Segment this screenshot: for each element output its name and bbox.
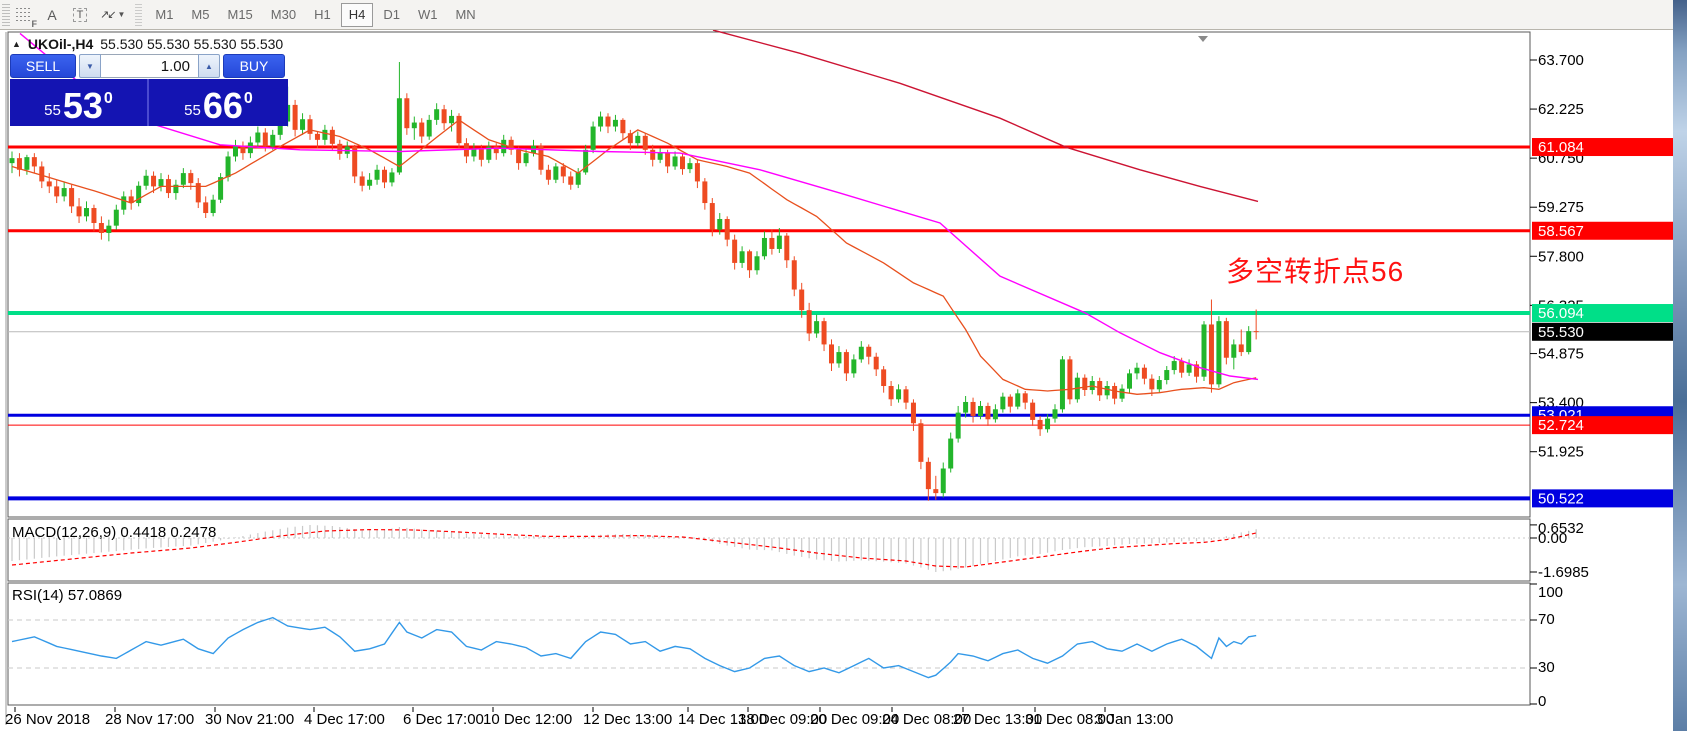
sell-price-display[interactable]: 55 53 0 xyxy=(10,79,149,126)
timeframe-h4[interactable]: H4 xyxy=(340,2,374,27)
toolbar: F A T ↗↙ ▼ M1 M5 M15 M30 H1 H4 D1 W1 MN xyxy=(0,0,1687,30)
rsi-scale-label: 30 xyxy=(1538,659,1555,676)
macd-scale-label: 0.00 xyxy=(1538,530,1567,547)
level-price-label: 58.567 xyxy=(1538,223,1584,240)
buy-price-pip: 0 xyxy=(243,90,253,107)
arrows-tool-button[interactable]: ↗↙ ▼ xyxy=(95,3,130,27)
rsi-scale-label: 100 xyxy=(1538,584,1563,601)
price-tick-label: 54.875 xyxy=(1538,346,1584,363)
axis-price-boxes: 61.08458.56756.09453.02152.72450.52255.5… xyxy=(1532,138,1674,508)
timeframe-group: M1 M5 M15 M30 H1 H4 D1 W1 MN xyxy=(146,2,484,27)
one-click-trading-panel: SELL ▼ ▲ BUY 55 53 0 55 66 0 xyxy=(10,54,290,126)
fibonacci-icon-letter: F xyxy=(31,18,38,29)
text-label-tool-button[interactable]: T xyxy=(67,3,93,27)
candles-layer xyxy=(9,61,1259,501)
ohlc-quotes-label: 55.530 55.530 55.530 55.530 xyxy=(100,36,284,52)
volume-increase-button[interactable]: ▲ xyxy=(198,54,220,78)
date-tick-label: 4 Dec 17:00 xyxy=(304,711,385,728)
macd-scale-label: 0.6532 xyxy=(1538,520,1584,537)
timeframe-d1[interactable]: D1 xyxy=(383,7,400,22)
buy-price-prefix: 55 xyxy=(184,102,201,119)
date-tick-label: 10 Dec 12:00 xyxy=(483,711,572,728)
date-tick-label: 3 Jan 13:00 xyxy=(1095,711,1173,728)
chart-text-annotation: 多空转折点56 xyxy=(1226,256,1405,287)
text-label-icon: T xyxy=(72,7,88,22)
price-tick-label: 62.225 xyxy=(1538,101,1584,118)
level-price-label: 56.094 xyxy=(1538,305,1584,322)
collapse-triangle-icon[interactable]: ▲ xyxy=(12,39,21,49)
price-tick-label: 57.800 xyxy=(1538,248,1584,265)
buy-price-main: 66 xyxy=(202,84,243,126)
ma-fast-line xyxy=(11,119,1257,395)
rsi-scale-label: 70 xyxy=(1538,611,1555,628)
ma-slow-line xyxy=(19,32,1259,381)
rsi-line xyxy=(11,616,1257,679)
price-axis: 63.70062.22560.75059.27557.80056.32554.8… xyxy=(1530,52,1584,461)
ma-long-line xyxy=(712,29,1259,203)
triangle-down-icon: ▼ xyxy=(86,61,94,71)
buy-price-display[interactable]: 55 66 0 xyxy=(149,79,288,126)
timeframe-m5[interactable]: M5 xyxy=(191,7,210,22)
rsi-pane: RSI(14) 57.0869 100 70 30 0 xyxy=(8,583,1563,710)
rsi-scale-label: 0 xyxy=(1538,693,1546,710)
date-tick-label: 6 Dec 17:00 xyxy=(403,711,484,728)
date-tick-label: 20 Dec 09:00 xyxy=(810,711,899,728)
timeframe-mn[interactable]: MN xyxy=(455,7,476,22)
date-tick-label: 31 Dec 08:00 xyxy=(1025,711,1114,728)
text-tool-button[interactable]: A xyxy=(39,3,65,27)
date-tick-label: 27 Dec 13:00 xyxy=(953,711,1042,728)
current-price-label: 55.530 xyxy=(1538,324,1584,341)
sell-button[interactable]: SELL xyxy=(10,54,76,78)
text-tool-icon: A xyxy=(47,6,57,23)
triangle-up-icon: ▲ xyxy=(205,61,213,71)
macd-label: MACD(12,26,9) 0.4418 0.2478 xyxy=(12,524,216,541)
timeframe-m15[interactable]: M15 xyxy=(227,7,253,22)
fibonacci-icon xyxy=(16,7,32,22)
rsi-label: RSI(14) 57.0869 xyxy=(12,587,122,604)
toolbar-grip[interactable] xyxy=(2,3,10,26)
date-axis: 26 Nov 2018 28 Nov 17:00 30 Nov 21:00 4 Dec… xyxy=(5,707,1173,728)
timeframe-w1[interactable]: W1 xyxy=(417,7,438,22)
timeframe-m30[interactable]: M30 xyxy=(270,7,297,22)
pane-frames xyxy=(5,31,1531,725)
volume-input[interactable] xyxy=(101,54,198,78)
fibonacci-tool-button[interactable]: F xyxy=(11,3,38,29)
date-tick-label: 26 Nov 2018 xyxy=(5,711,90,728)
price-tick-label: 59.275 xyxy=(1538,199,1584,216)
toolbar-separator xyxy=(135,3,143,26)
date-tick-label: 28 Nov 17:00 xyxy=(105,711,194,728)
arrows-icon: ↗↙ xyxy=(100,9,117,21)
window-edge xyxy=(1673,0,1687,731)
chevron-down-icon: ▼ xyxy=(117,10,126,19)
timeframe-h1[interactable]: H1 xyxy=(314,7,331,22)
sell-price-main: 53 xyxy=(62,84,103,126)
date-tick-label: 24 Dec 08:00 xyxy=(882,711,971,728)
chart-shift-marker[interactable] xyxy=(1198,36,1208,42)
volume-decrease-button[interactable]: ▼ xyxy=(79,54,101,78)
chart-title: ▲ UKOil-,H4 55.530 55.530 55.530 55.530 xyxy=(12,36,283,52)
date-tick-label: 30 Nov 21:00 xyxy=(205,711,294,728)
level-price-label: 50.522 xyxy=(1538,490,1584,507)
buy-button[interactable]: BUY xyxy=(223,54,285,78)
date-tick-label: 18 Dec 09:00 xyxy=(738,711,827,728)
price-tick-label: 63.700 xyxy=(1538,52,1584,69)
sell-price-pip: 0 xyxy=(103,90,113,107)
level-lines[interactable] xyxy=(8,145,1530,501)
level-price-label: 52.724 xyxy=(1538,417,1584,434)
sell-price-prefix: 55 xyxy=(44,102,61,119)
macd-signal-line xyxy=(11,528,1257,568)
timeframe-m1[interactable]: M1 xyxy=(155,7,174,22)
level-price-label: 61.084 xyxy=(1538,139,1584,156)
macd-scale-label: -1.6985 xyxy=(1538,564,1589,581)
date-tick-label: 12 Dec 13:00 xyxy=(583,711,672,728)
symbol-period-label: UKOil-,H4 xyxy=(27,36,94,52)
date-tick-label: 14 Dec 13:00 xyxy=(678,711,767,728)
price-tick-label: 51.925 xyxy=(1538,444,1584,461)
